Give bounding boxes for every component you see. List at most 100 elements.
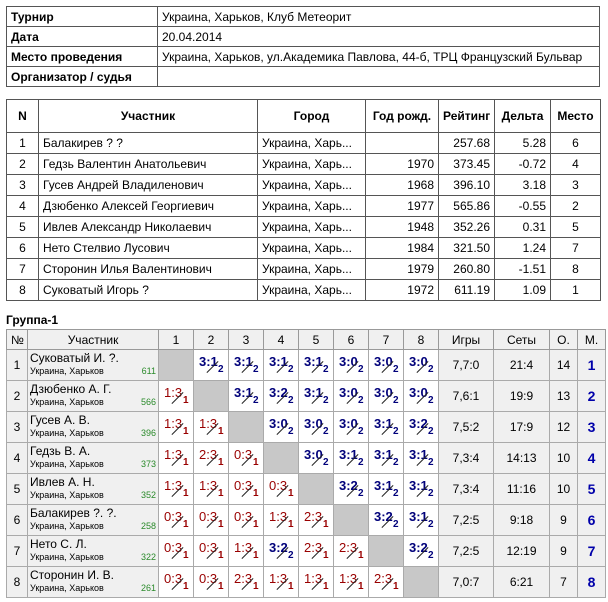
place-cell: 6: [577, 504, 606, 536]
match-score: 0:3: [234, 508, 253, 524]
participant-cell: Украина, Харь...: [257, 132, 366, 154]
result-cell: 2:3 1: [333, 535, 369, 567]
match-result: 0:3 1: [161, 506, 191, 532]
group-header-cell: 6: [333, 329, 369, 350]
participant-row: 5 Ивлев Александр Николаевич Украина, Харь…: [6, 216, 601, 238]
points-cell: 7: [549, 566, 578, 598]
match-result: 1:3 1: [266, 506, 296, 532]
result-cell: 3:0 2: [263, 411, 299, 443]
result-cell: 2:3 1: [193, 442, 229, 474]
match-result: 0:3 1: [161, 568, 191, 594]
player-rating: 611: [141, 366, 156, 376]
sets-cell: 6:21: [493, 566, 550, 598]
match-score: 3:2: [269, 539, 288, 555]
player-details: Украина, Харьков 373: [30, 458, 156, 471]
participant-row: 2 Гедзь Валентин Анатольевич Украина, Харь…: [6, 153, 601, 175]
group-header-cell: 5: [298, 329, 334, 350]
result-cell: 2:3 1: [228, 566, 264, 598]
match-score: 0:3: [234, 477, 253, 493]
match-score: 1:3: [304, 570, 323, 586]
info-value: Украина, Харьков, ул.Академика Павлова, …: [157, 46, 600, 67]
match-score: 0:3: [199, 570, 218, 586]
group-row: 2 Дзюбенко А. Г. Украина, Харьков 566 1:3 1 3:…: [6, 380, 606, 412]
group-row-number: 7: [6, 535, 28, 567]
match-result: 2:3 1: [371, 568, 401, 594]
match-result: 3:0 2: [266, 413, 296, 439]
result-cell: 0:3 1: [193, 504, 229, 536]
player-details: Украина, Харьков 352: [30, 489, 156, 502]
player-city: Украина, Харьков: [30, 428, 104, 438]
result-cell: 3:0 2: [298, 411, 334, 443]
player-details: Украина, Харьков 261: [30, 582, 156, 595]
result-cell: [403, 566, 439, 598]
participant-cell: Украина, Харь...: [257, 195, 366, 217]
participants-header-cell: Участник: [38, 99, 258, 133]
result-cell: [333, 504, 369, 536]
result-cell: 1:3 1: [158, 411, 194, 443]
result-cell: [193, 380, 229, 412]
participant-cell: Нето Стелвио Лусович: [38, 237, 258, 259]
group-row: 4 Гедзь В. А. Украина, Харьков 373 1:3 1 2:3 1 0…: [6, 442, 606, 474]
match-points: 2: [358, 456, 364, 468]
match-points: 2: [393, 425, 399, 437]
games-cell: 7,7:0: [438, 349, 494, 381]
match-result: 3:1 2: [406, 475, 436, 501]
match-points: 1: [183, 487, 189, 499]
group-player: Гусев А. В. Украина, Харьков 396: [27, 411, 159, 443]
participant-cell: 1984: [365, 237, 439, 259]
result-cell: 1:3 1: [158, 473, 194, 505]
participant-cell: Украина, Харь...: [257, 216, 366, 238]
match-points: 1: [183, 580, 189, 592]
match-score: 1:3: [199, 477, 218, 493]
player-details: Украина, Харьков 611: [30, 365, 156, 378]
player-name: Дзюбенко А. Г.: [30, 382, 112, 396]
participant-row: 6 Нето Стелвио Лусович Украина, Харь... 198…: [6, 237, 601, 259]
participants-header-cell: Год рожд.: [365, 99, 439, 133]
result-cell: 0:3 1: [263, 473, 299, 505]
match-points: 1: [253, 456, 259, 468]
info-label: Место проведения: [6, 46, 158, 67]
player-city: Украина, Харьков: [30, 552, 104, 562]
match-result: 0:3 1: [196, 537, 226, 563]
match-score: 3:0: [409, 353, 428, 369]
match-score: 3:0: [374, 384, 393, 400]
match-result: 3:1 2: [231, 351, 261, 377]
result-cell: 3:0 2: [368, 349, 404, 381]
match-result: 1:3 1: [231, 537, 261, 563]
result-cell: 3:1 2: [368, 473, 404, 505]
match-score: 2:3: [374, 570, 393, 586]
match-points: 1: [288, 580, 294, 592]
result-cell: 3:0 2: [403, 349, 439, 381]
player-name: Ивлев А. Н.: [30, 475, 95, 489]
player-name: Нето С. Л.: [30, 537, 87, 551]
match-points: 2: [428, 518, 434, 530]
result-cell: [228, 411, 264, 443]
match-result: 3:0 2: [336, 351, 366, 377]
result-cell: 3:2 2: [263, 535, 299, 567]
result-cell: 3:2 2: [263, 380, 299, 412]
result-cell: 0:3 1: [228, 504, 264, 536]
player-rating: 566: [140, 397, 156, 407]
match-score: 0:3: [199, 508, 218, 524]
result-cell: 0:3 1: [193, 566, 229, 598]
participant-cell: Украина, Харь...: [257, 279, 366, 301]
match-points: 2: [358, 487, 364, 499]
points-cell: 12: [549, 411, 578, 443]
result-cell: 3:1 2: [333, 442, 369, 474]
group-row-number: 6: [6, 504, 28, 536]
player-rating: 396: [140, 428, 156, 438]
match-points: 1: [358, 549, 364, 561]
match-points: 1: [288, 518, 294, 530]
group-row: 8 Сторонин И. В. Украина, Харьков 261 0:3 1 0:…: [6, 566, 606, 598]
games-cell: 7,3:4: [438, 442, 494, 474]
participant-cell: 8: [550, 258, 601, 280]
participant-row: 4 Дзюбенко Алексей Георгиевич Украина, Хар…: [6, 195, 601, 217]
match-result: 3:1 2: [231, 382, 261, 408]
player-city: Украина, Харьков: [30, 366, 104, 376]
participant-row: 7 Сторонин Илья Валентинович Украина, Харь…: [6, 258, 601, 280]
participant-cell: 1: [550, 279, 601, 301]
group-row: 1 Суковатый И. ?. Украина, Харьков 611 3:1 2 3…: [6, 349, 606, 381]
participant-cell: 257.68: [438, 132, 495, 154]
result-cell: 1:3 1: [263, 504, 299, 536]
participant-cell: 1.24: [494, 237, 551, 259]
